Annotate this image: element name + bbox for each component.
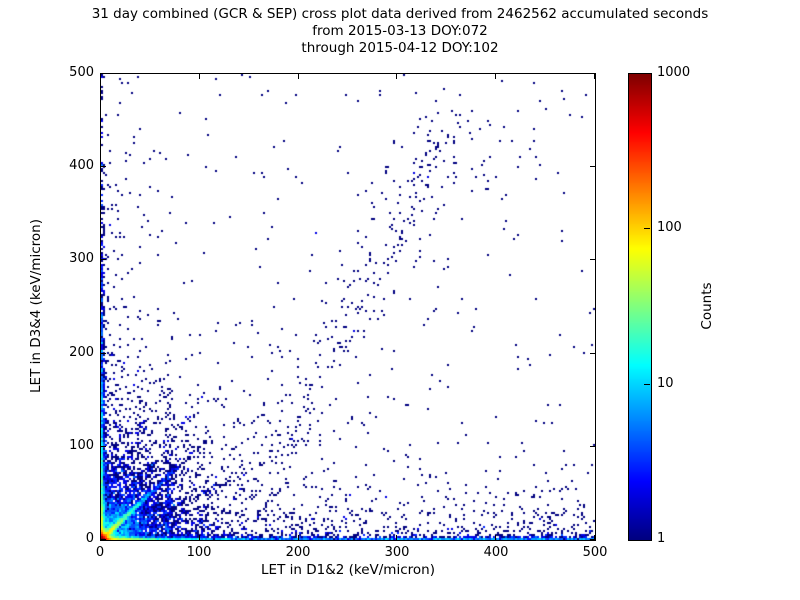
x-tick-label: 100 <box>186 545 212 560</box>
colorbar-tick-label: 1000 <box>657 65 691 80</box>
axis-tick <box>594 535 595 540</box>
y-tick-label: 500 <box>69 65 94 80</box>
axis-tick <box>396 74 397 79</box>
axis-tick <box>101 353 106 354</box>
axis-tick <box>100 535 101 540</box>
y-tick-label: 100 <box>69 438 94 453</box>
axis-tick <box>101 166 106 167</box>
chart-title-line2: from 2015-03-13 DOY:072 <box>312 23 488 39</box>
axis-tick <box>590 353 595 354</box>
axis-tick <box>590 73 595 74</box>
axis-tick <box>100 74 101 79</box>
colorbar-gradient <box>629 74 651 540</box>
x-tick-label: 300 <box>384 545 410 560</box>
colorbar-axis-label: Counts <box>699 282 715 330</box>
axis-tick <box>199 535 200 540</box>
axis-tick <box>495 74 496 79</box>
axis-tick <box>590 446 595 447</box>
axis-tick <box>199 74 200 79</box>
axis-tick <box>590 539 595 540</box>
axis-tick <box>101 73 106 74</box>
axis-tick <box>396 535 397 540</box>
axis-tick <box>101 446 106 447</box>
colorbar-tick-10 <box>644 384 650 385</box>
x-tick-label: 500 <box>582 545 608 560</box>
axis-tick <box>590 259 595 260</box>
y-tick-label: 0 <box>85 531 94 546</box>
colorbar-tick-label: 100 <box>657 220 682 235</box>
axis-tick <box>590 166 595 167</box>
scatter-heatmap-canvas <box>101 74 595 540</box>
colorbar-tick-label: 10 <box>657 376 674 391</box>
axis-tick <box>101 539 106 540</box>
colorbar <box>628 73 652 541</box>
colorbar-tick-100 <box>644 228 650 229</box>
axis-tick <box>298 535 299 540</box>
plot-area <box>100 73 596 541</box>
x-tick-label: 400 <box>483 545 509 560</box>
axis-tick <box>594 74 595 79</box>
chart-title: 31 day combined (GCR & SEP) cross plot d… <box>0 6 800 57</box>
chart-title-line3: through 2015-04-12 DOY:102 <box>301 40 499 56</box>
axis-tick <box>495 535 496 540</box>
x-axis-label: LET in D1&2 (keV/micron) <box>261 562 435 578</box>
y-tick-label: 400 <box>69 158 94 173</box>
y-axis-label: LET in D3&4 (keV/micron) <box>28 219 44 393</box>
colorbar-tick-label: 1 <box>657 531 666 546</box>
axis-tick <box>101 259 106 260</box>
x-tick-label: 200 <box>285 545 311 560</box>
x-tick-label: 0 <box>95 545 105 560</box>
y-tick-label: 200 <box>69 345 94 360</box>
chart-title-line1: 31 day combined (GCR & SEP) cross plot d… <box>91 6 709 22</box>
y-tick-label: 300 <box>69 251 94 266</box>
axis-tick <box>298 74 299 79</box>
